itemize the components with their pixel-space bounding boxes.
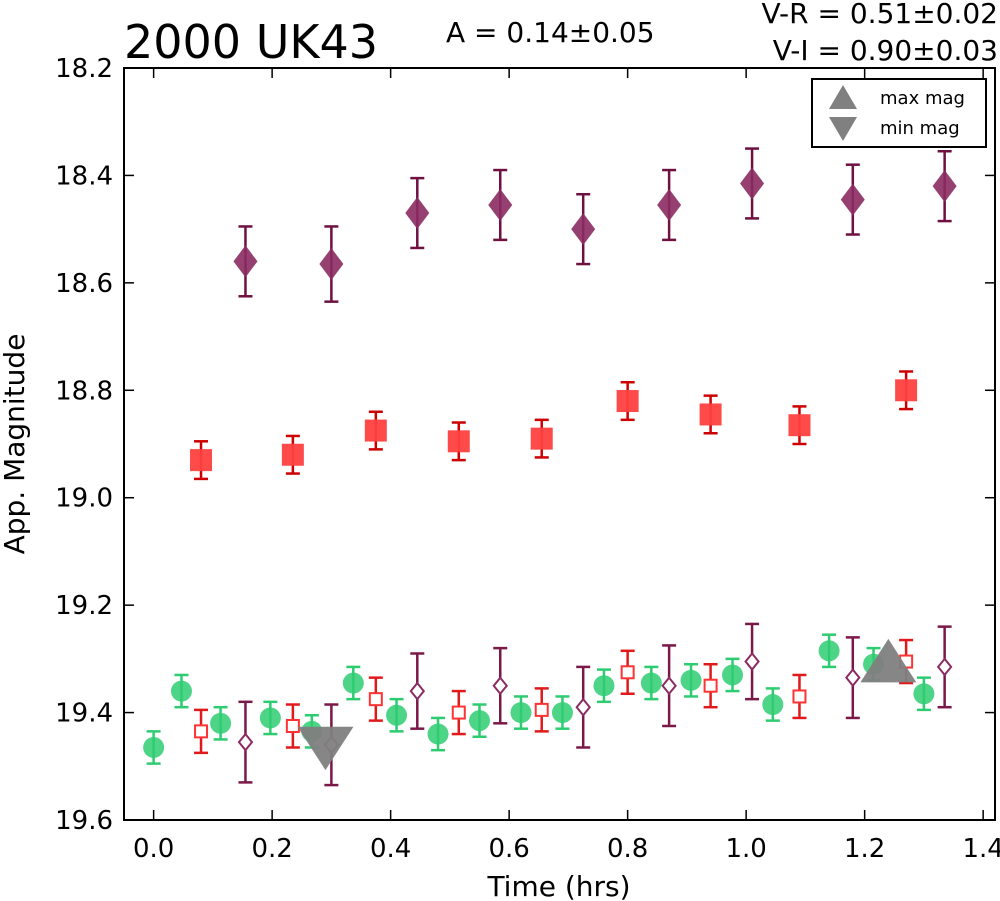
y-tick-label: 19.6: [55, 806, 113, 836]
y-tick-label: 18.6: [55, 269, 113, 299]
green-circles-point: [427, 723, 449, 745]
red-open-squares-point: [534, 702, 549, 717]
red-filled-squares-point: [788, 414, 811, 437]
green-circles-point: [259, 707, 281, 729]
purple-open-diamonds-point: [575, 697, 591, 717]
green-circles-point: [640, 672, 662, 694]
axis-ticks: 0.0 0.2 0.4 0.6 0.8 1.0 1.2 1.4 18.2 18.4 18.6 18.8…: [55, 54, 1000, 864]
legend: max mag min mag: [811, 78, 987, 148]
x-tick-label: 1.4: [962, 834, 1000, 864]
x-tick-label: 0.8: [607, 834, 648, 864]
min-mag-marker: [297, 726, 354, 771]
chart-title: 2000 UK43: [124, 15, 378, 69]
plot-area-frame: [123, 67, 996, 821]
v-r-annotation: V-R = 0.51±0.02: [762, 0, 998, 30]
red-filled-squares-point: [699, 403, 722, 426]
max-mag-marker: [860, 638, 917, 683]
purple-filled-diamonds-point: [571, 213, 596, 246]
legend-min-mag-marker: [829, 117, 857, 141]
legend-max-mag-marker: [829, 85, 857, 109]
purple-open-diamonds-point: [661, 676, 677, 696]
green-circles-point: [510, 702, 532, 724]
y-tick-label: 19.0: [55, 484, 113, 514]
green-circles-point: [722, 664, 744, 686]
legend-min-mag-label: min mag: [880, 118, 960, 139]
red-filled-squares-point: [190, 449, 213, 472]
purple-filled-diamonds-point: [657, 188, 682, 221]
y-tick-label: 18.4: [55, 161, 113, 191]
red-open-squares-point: [703, 678, 718, 693]
green-circles-point: [593, 675, 615, 697]
red-open-squares-point: [285, 719, 300, 733]
green-circles-point: [551, 702, 573, 724]
green-circles-point: [762, 694, 784, 716]
green-circles-point: [143, 736, 165, 758]
green-circles-point: [210, 712, 232, 734]
purple-open-diamonds-point: [237, 732, 254, 752]
green-circles-point: [913, 683, 935, 705]
purple-filled-diamonds-point: [932, 170, 957, 203]
purple-open-diamonds-point: [744, 651, 760, 672]
purple-filled-diamonds-point: [488, 188, 513, 221]
purple-filled-diamonds-point: [840, 183, 865, 216]
purple-filled-diamonds-point: [319, 248, 344, 281]
v-i-annotation: V-I = 0.90±0.03: [773, 34, 998, 67]
x-tick-label: 0.0: [133, 834, 174, 864]
y-axis-label: App. Magnitude: [0, 334, 31, 555]
x-tick-label: 1.0: [725, 834, 766, 864]
purple-open-diamonds-point: [492, 676, 509, 696]
x-tick-label: 0.2: [251, 834, 292, 864]
red-open-squares-point: [620, 665, 635, 680]
purple-filled-diamonds-point: [405, 197, 430, 230]
red-open-squares-point: [368, 692, 383, 707]
red-open-squares-point: [792, 689, 807, 704]
error-bars: [146, 147, 952, 787]
green-circles-point: [342, 672, 364, 694]
red-open-squares-point: [451, 705, 466, 720]
purple-filled-diamonds-point: [740, 167, 765, 200]
red-filled-squares-point: [364, 419, 387, 442]
y-tick-label: 19.2: [55, 591, 113, 621]
x-tick-label: 0.6: [488, 834, 529, 864]
green-circles-point: [680, 669, 702, 691]
green-circles-point: [818, 640, 840, 662]
red-open-squares-point: [194, 724, 209, 739]
red-filled-squares-point: [281, 443, 304, 466]
amplitude-annotation: A = 0.14±0.05: [446, 16, 655, 49]
red-filled-squares-point: [447, 430, 470, 453]
y-tick-label: 18.8: [55, 376, 113, 406]
data-markers: [143, 167, 957, 771]
x-tick-label: 0.4: [370, 834, 411, 864]
green-circles-point: [170, 680, 192, 702]
red-filled-squares-point: [530, 427, 553, 450]
purple-filled-diamonds-point: [233, 245, 258, 278]
x-tick-label: 1.2: [844, 834, 885, 864]
green-circles-point: [386, 704, 408, 726]
legend-max-mag-label: max mag: [880, 88, 965, 109]
green-circles-point: [469, 710, 491, 732]
purple-open-diamonds-point: [409, 681, 426, 701]
x-axis-label: Time (hrs): [486, 870, 630, 901]
y-tick-label: 19.4: [55, 699, 113, 729]
purple-open-diamonds-point: [845, 668, 861, 688]
red-filled-squares-point: [616, 390, 639, 413]
y-tick-label: 18.2: [55, 54, 113, 84]
red-filled-squares-point: [895, 379, 918, 402]
purple-open-diamonds-point: [936, 657, 953, 677]
